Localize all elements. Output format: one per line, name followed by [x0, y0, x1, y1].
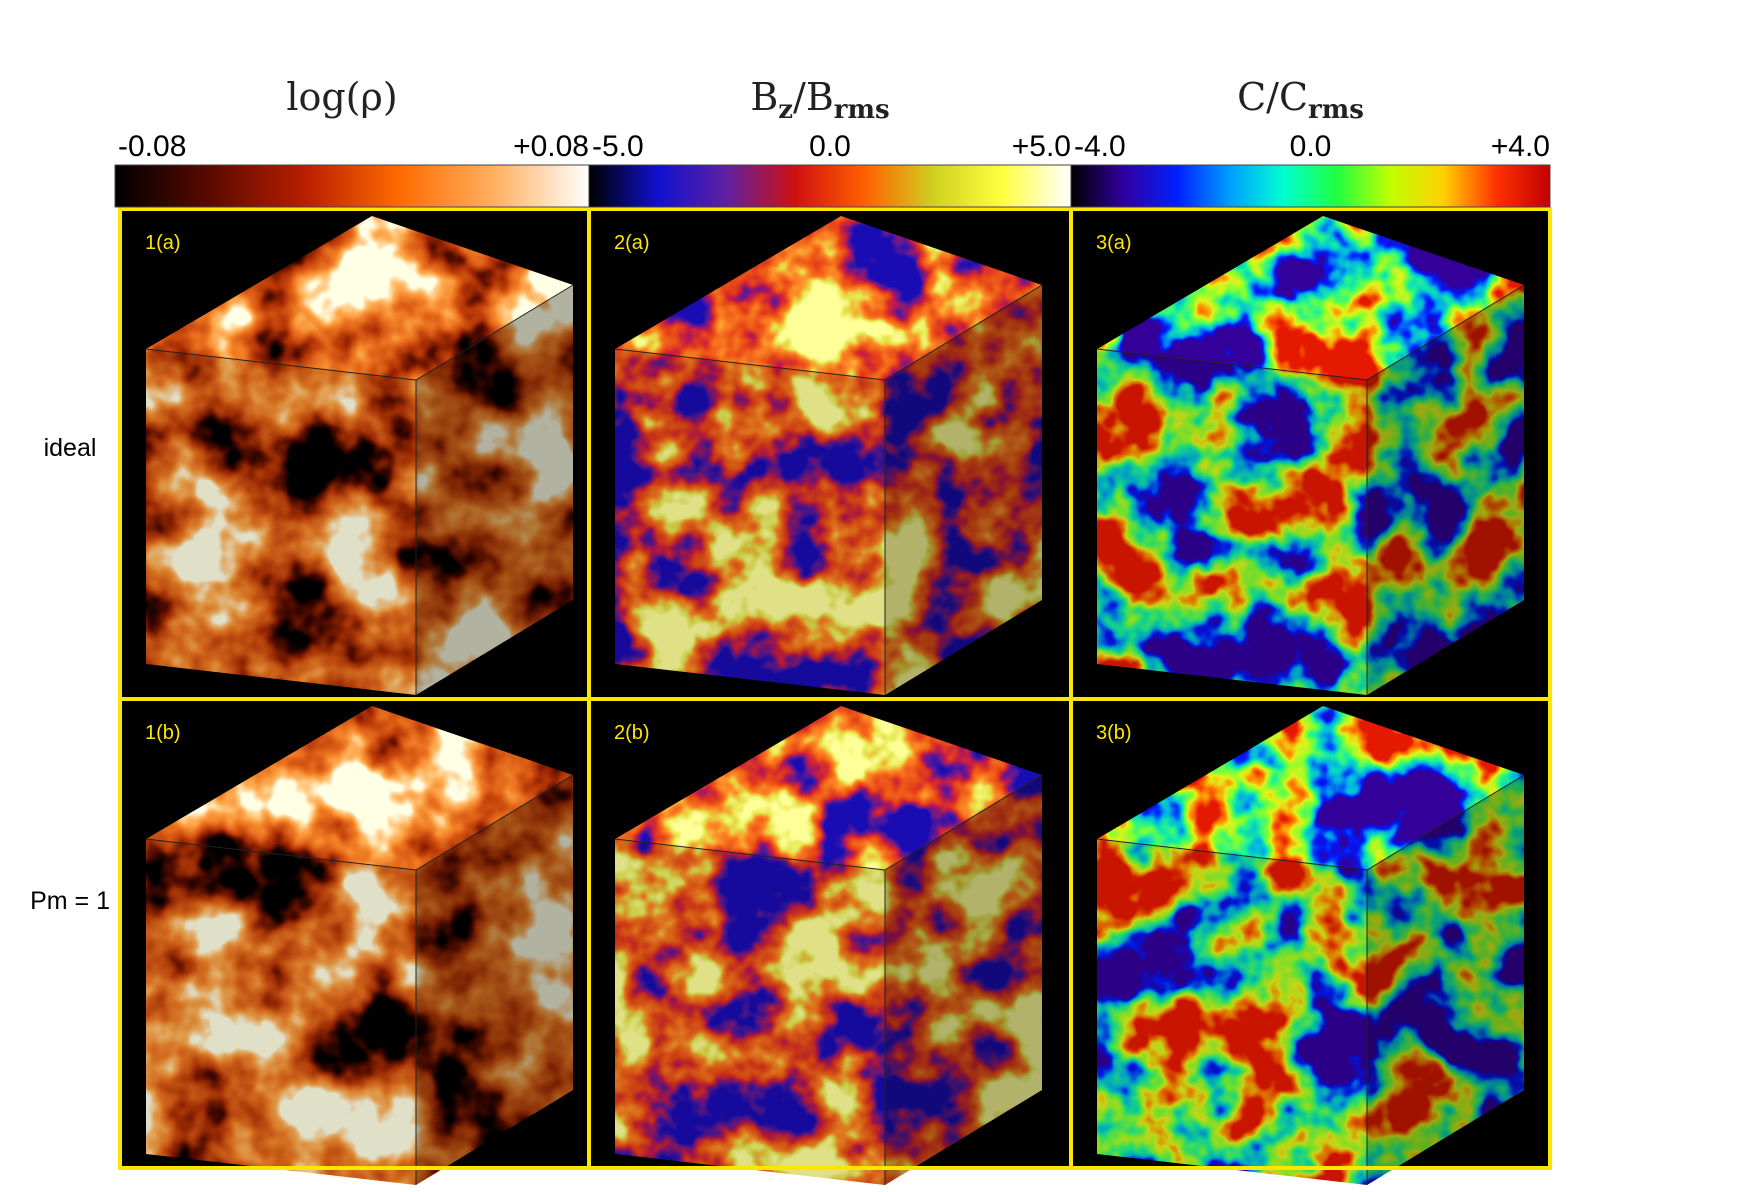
- title-part: log(ρ): [286, 75, 397, 119]
- panel-grid: [118, 207, 1552, 1170]
- cube-shade: [146, 349, 416, 695]
- colorbar-tick-label: +0.08: [513, 130, 589, 163]
- cube-shade: [1367, 285, 1524, 695]
- row-label: ideal: [44, 434, 97, 462]
- colorbar-tick-label: -4.0: [1074, 130, 1126, 163]
- colorbar-tick-label: +4.0: [1491, 130, 1550, 163]
- row-label: Pm = 1: [30, 887, 110, 915]
- cube-face: [615, 216, 1042, 380]
- title-part: C/C: [1237, 75, 1308, 119]
- cube-face: [1097, 706, 1524, 870]
- colorbar: [588, 164, 1072, 208]
- cube-shade: [416, 285, 573, 695]
- panel-label: 3(a): [1096, 232, 1132, 254]
- cube-shade: [615, 839, 885, 1185]
- colorbar-title: Bz/Brms: [750, 75, 889, 125]
- title-part: /B: [793, 75, 834, 119]
- panel-label: 1(b): [145, 722, 181, 744]
- title-part: rms: [834, 95, 890, 125]
- title-part: rms: [1308, 95, 1364, 125]
- cube-face: [416, 285, 573, 695]
- cube-face: [885, 775, 1042, 1185]
- colorbar: [1070, 164, 1551, 208]
- cube-shade: [885, 775, 1042, 1185]
- cube-shade: [1097, 839, 1367, 1185]
- cube-face: [615, 706, 1042, 870]
- title-part: B: [750, 75, 778, 119]
- colorbar-title: log(ρ): [286, 75, 397, 119]
- cube-face: [885, 285, 1042, 695]
- colorbar: [114, 164, 590, 208]
- colorbar-tick-label: 0.0: [1290, 130, 1332, 163]
- colorbar-tick-label: +5.0: [1012, 130, 1071, 163]
- panel-label: 2(b): [614, 722, 650, 744]
- title-part: z: [778, 95, 793, 125]
- cube-face: [1097, 349, 1367, 695]
- cube-shade: [146, 839, 416, 1185]
- colorbar-title: C/Crms: [1237, 75, 1364, 125]
- cube-face: [146, 706, 573, 870]
- cube-face: [615, 349, 885, 695]
- panel-label: 1(a): [145, 232, 181, 254]
- colorbar-tick-label: -0.08: [118, 130, 186, 163]
- cube-shade: [1097, 349, 1367, 695]
- panel-label: 2(a): [614, 232, 650, 254]
- cube-face: [146, 216, 573, 380]
- cube-face: [1097, 216, 1524, 380]
- cube-face: [1097, 839, 1367, 1185]
- cube-face: [416, 775, 573, 1185]
- cube-face: [146, 839, 416, 1185]
- cube-shade: [615, 349, 885, 695]
- cube-shade: [1367, 775, 1524, 1185]
- cube-face: [146, 349, 416, 695]
- panel-label: 3(b): [1096, 722, 1132, 744]
- colorbar-tick-label: 0.0: [809, 130, 851, 163]
- cube-shade: [416, 775, 573, 1185]
- cube-shade: [885, 285, 1042, 695]
- cube-face: [1367, 775, 1524, 1185]
- cube-face: [615, 839, 885, 1185]
- colorbar-tick-label: -5.0: [592, 130, 644, 163]
- cube-face: [1367, 285, 1524, 695]
